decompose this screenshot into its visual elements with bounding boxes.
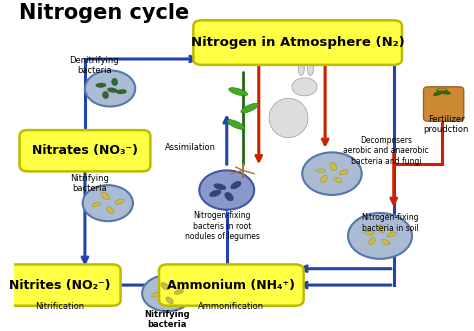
FancyBboxPatch shape — [159, 264, 304, 306]
Circle shape — [199, 170, 254, 210]
Ellipse shape — [101, 192, 109, 200]
Ellipse shape — [102, 91, 109, 99]
Ellipse shape — [382, 239, 390, 245]
Ellipse shape — [228, 88, 248, 96]
Ellipse shape — [387, 232, 396, 237]
FancyBboxPatch shape — [193, 20, 402, 65]
Ellipse shape — [231, 181, 241, 189]
Ellipse shape — [166, 297, 173, 304]
Circle shape — [85, 71, 135, 107]
Ellipse shape — [210, 190, 221, 197]
Ellipse shape — [108, 88, 117, 92]
FancyBboxPatch shape — [423, 87, 464, 121]
Text: Assimilation: Assimilation — [164, 143, 216, 152]
Text: Denitrifying
bacteria: Denitrifying bacteria — [69, 56, 119, 75]
Text: Decomposers
aerobic and anaerobic
bacteria and fungi: Decomposers aerobic and anaerobic bacter… — [344, 136, 429, 166]
Circle shape — [82, 185, 133, 221]
Ellipse shape — [174, 289, 183, 294]
Text: Nitrates (NO₃⁻): Nitrates (NO₃⁻) — [32, 144, 138, 157]
FancyBboxPatch shape — [19, 130, 150, 171]
Circle shape — [302, 152, 362, 195]
Text: Fertilizer
proudction: Fertilizer proudction — [424, 115, 469, 134]
Ellipse shape — [308, 62, 313, 75]
Ellipse shape — [436, 88, 447, 92]
Ellipse shape — [107, 207, 114, 213]
Text: Nitrifying
bacteria: Nitrifying bacteria — [145, 310, 190, 329]
Ellipse shape — [112, 78, 118, 85]
Ellipse shape — [334, 177, 342, 183]
Ellipse shape — [292, 78, 317, 96]
Ellipse shape — [437, 88, 447, 91]
Text: Nitrites (NO₂⁻): Nitrites (NO₂⁻) — [9, 279, 110, 292]
FancyBboxPatch shape — [0, 264, 120, 306]
Text: Nitrogen cycle: Nitrogen cycle — [18, 3, 189, 23]
Text: Ammonification: Ammonification — [198, 302, 264, 311]
Text: Nitrogen-fixing
bacteris in root
nodules of legumes: Nitrogen-fixing bacteris in root nodules… — [185, 211, 260, 241]
Text: Nitrogen-fixing
bacteria in soil: Nitrogen-fixing bacteria in soil — [362, 213, 419, 232]
Ellipse shape — [115, 199, 124, 204]
Ellipse shape — [241, 103, 258, 113]
Ellipse shape — [96, 83, 106, 87]
Ellipse shape — [378, 225, 385, 233]
Ellipse shape — [440, 90, 451, 95]
Circle shape — [142, 275, 192, 311]
Ellipse shape — [320, 175, 327, 183]
Text: Nitrogen in Atmosphere (N₂): Nitrogen in Atmosphere (N₂) — [191, 36, 404, 49]
Ellipse shape — [227, 119, 245, 129]
Ellipse shape — [298, 62, 304, 75]
Ellipse shape — [369, 238, 375, 245]
Ellipse shape — [225, 192, 233, 201]
Text: Nitrification: Nitrification — [35, 302, 84, 311]
Ellipse shape — [269, 98, 308, 138]
Ellipse shape — [161, 283, 169, 290]
Ellipse shape — [92, 202, 100, 207]
Ellipse shape — [339, 170, 348, 175]
Circle shape — [348, 213, 412, 259]
Text: Ammonium (NH₄⁺): Ammonium (NH₄⁺) — [167, 279, 295, 292]
Ellipse shape — [433, 91, 443, 96]
Ellipse shape — [152, 292, 160, 297]
Ellipse shape — [117, 90, 127, 94]
Ellipse shape — [317, 169, 326, 172]
Ellipse shape — [330, 163, 337, 170]
Text: Nitrifying
bacteria: Nitrifying bacteria — [70, 174, 109, 193]
Ellipse shape — [365, 231, 374, 235]
Ellipse shape — [214, 184, 226, 190]
